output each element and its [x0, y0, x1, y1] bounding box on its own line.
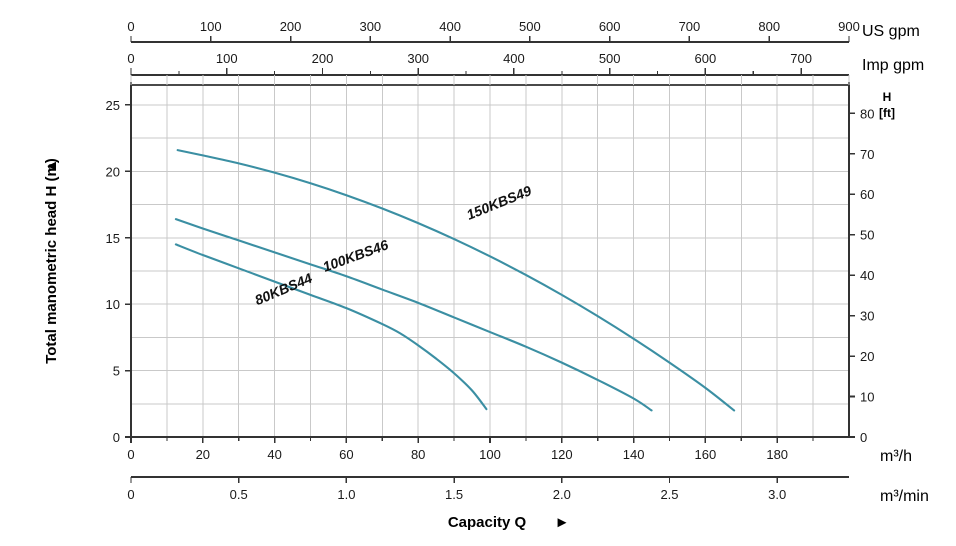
top-axis2-tick-label: 500 [599, 51, 621, 66]
top-axis-unit-usgpm: US gpm [862, 23, 920, 40]
top-axis2-tick-label: 0 [127, 51, 134, 66]
top-axis1-tick-label: 400 [439, 19, 461, 34]
top-axis-unit-impgpm: Imp gpm [862, 57, 924, 74]
left-axis-tick-label: 15 [106, 231, 120, 246]
bottom-axis-tick-label: 140 [623, 447, 645, 462]
bottom-axis-tick-label: 120 [551, 447, 573, 462]
top-axis2-tick-label: 100 [216, 51, 238, 66]
right-axis: 0 10 20 30 40 50 60 70 80 [847, 82, 874, 445]
left-axis-tick-label: 0 [113, 430, 120, 445]
right-axis-unit-ft: [ft] [879, 106, 895, 120]
top-axis1-tick-label: 200 [280, 19, 302, 34]
bottom-axis-tick-label: 0 [127, 447, 134, 462]
bottom-axis-tick-label: 40 [267, 447, 281, 462]
top-axis2-tick-label: 600 [695, 51, 717, 66]
right-axis-tick-label: 30 [860, 309, 874, 324]
left-axis-tick-label: 25 [106, 98, 120, 113]
bottom-axis2-tick-label: 0.5 [230, 487, 248, 502]
top-axis1-tick-label: 800 [758, 19, 780, 34]
right-axis-tick-label: 50 [860, 228, 874, 243]
top-axis1-tick-label: 500 [519, 19, 541, 34]
right-axis-tick-label: 70 [860, 147, 874, 162]
bottom-axis-tick-label: 60 [339, 447, 353, 462]
top-axis-impgpm: 0 100 200 300 400 500 600 700 [127, 51, 849, 76]
top-axis-connector-ticks [130, 75, 850, 85]
top-axis-usgpm: 0 100 200 300 400 500 600 700 800 900 [127, 19, 860, 43]
bottom-axis2-tick-label: 0 [127, 487, 134, 502]
top-axis1-tick-label: 100 [200, 19, 222, 34]
right-axis-tick-label: 0 [860, 430, 867, 445]
right-axis-unit-h: H [883, 90, 892, 104]
bottom-axis-m3min: 0 0.5 1.0 1.5 2.0 2.5 3.0 [127, 476, 849, 502]
x-axis-title: Capacity Q [448, 514, 527, 531]
top-axis1-tick-label: 0 [127, 19, 134, 34]
top-axis1-tick-label: 700 [679, 19, 701, 34]
bottom-axis2-tick-label: 1.5 [445, 487, 463, 502]
bottom-axis2-tick-label: 1.0 [337, 487, 355, 502]
bottom-axis-tick-label: 80 [411, 447, 425, 462]
y-axis-title: Total manometric head H (m) [43, 158, 60, 364]
bottom-axis2-tick-label: 3.0 [768, 487, 786, 502]
bottom-axis-unit-m3h: m³/h [880, 448, 912, 465]
bottom-axis-unit-m3min: m³/min [880, 488, 929, 505]
bottom-axis-tick-label: 180 [766, 447, 788, 462]
bottom-axis2-tick-label: 2.5 [660, 487, 678, 502]
top-axis2-tick-label: 700 [790, 51, 812, 66]
bottom-axis-m3h: 0 20 40 60 80 100 120 140 160 180 [127, 435, 849, 462]
top-axis2-tick-label: 200 [312, 51, 334, 66]
right-axis-tick-label: 60 [860, 187, 874, 202]
top-axis1-tick-label: 300 [359, 19, 381, 34]
curve-label-100kbs46: 100KBS46 [321, 236, 391, 275]
top-axis1-tick-label: 900 [838, 19, 860, 34]
right-axis-tick-label: 10 [860, 390, 874, 405]
bottom-axis2-tick-label: 2.0 [553, 487, 571, 502]
left-axis: 0 5 10 15 20 25 [106, 82, 133, 445]
left-axis-tick-label: 20 [106, 164, 120, 179]
right-axis-tick-label: 20 [860, 349, 874, 364]
bottom-axis-tick-label: 20 [196, 447, 210, 462]
top-axis2-tick-label: 400 [503, 51, 525, 66]
right-axis-tick-label: 80 [860, 106, 874, 121]
top-axis1-tick-label: 600 [599, 19, 621, 34]
bottom-axis-tick-label: 160 [695, 447, 717, 462]
left-axis-tick-label: 5 [113, 364, 120, 379]
x-axis-arrow-icon: ► [555, 514, 570, 531]
performance-curve-100kbs46 [174, 218, 653, 412]
grid-lines [131, 85, 850, 437]
top-axis2-tick-label: 300 [407, 51, 429, 66]
bottom-axis-tick-label: 100 [479, 447, 501, 462]
y-axis-arrow-icon: ▲ [43, 159, 60, 174]
performance-curve-80kbs44 [174, 243, 488, 411]
right-axis-tick-label: 40 [860, 268, 874, 283]
curve-label-80kbs44: 80KBS44 [252, 270, 314, 309]
curve-label-150kbs49: 150KBS49 [464, 182, 534, 223]
performance-curve-150kbs49 [176, 149, 736, 412]
left-axis-tick-label: 10 [106, 297, 120, 312]
